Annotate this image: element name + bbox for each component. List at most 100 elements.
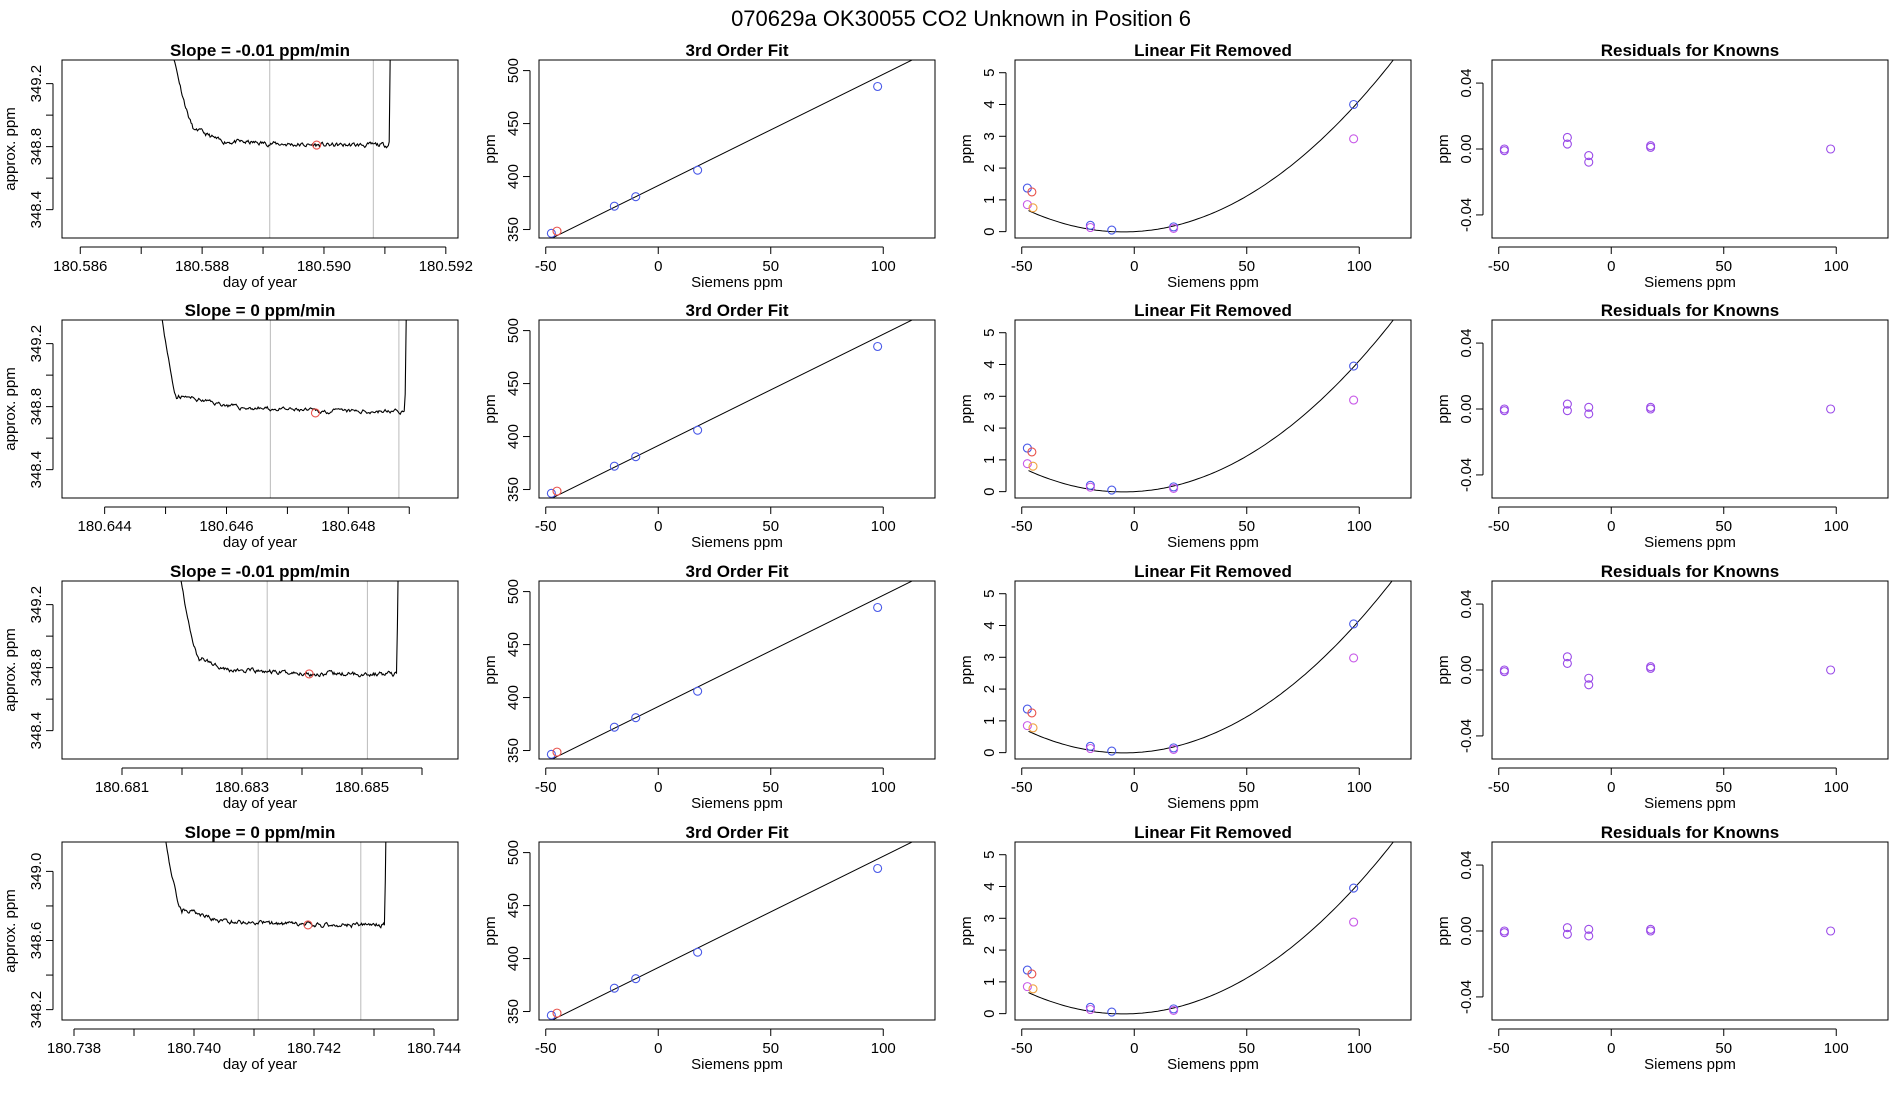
x-axis-label: Siemens ppm — [1644, 795, 1736, 812]
x-tick-label: 50 — [1238, 1040, 1255, 1057]
plot-frame — [61, 59, 459, 239]
x-tick-label: 180.681 — [95, 779, 149, 796]
panel-grid: Slope = -0.01 ppm/min 180.586 180.588 180.5… — [2, 41, 1889, 1073]
y-tick-label: 350 — [505, 738, 522, 763]
data-point — [1349, 99, 1359, 110]
y-tick-label: 350 — [505, 217, 522, 242]
fit-panel-row-3: 3rd Order Fit -50 0 50 100 Siemens ppm 350 400 4… — [482, 562, 936, 812]
y-tick-label: 348.4 — [28, 191, 45, 229]
data-point — [1085, 220, 1095, 230]
data-point — [1349, 361, 1359, 371]
data-point — [1646, 141, 1656, 151]
x-tick-label: 0 — [1607, 779, 1615, 796]
data-point — [1562, 929, 1572, 939]
y-tick-label: 2 — [981, 164, 998, 172]
data-point — [693, 425, 703, 435]
data-point — [1027, 447, 1037, 457]
plot-area — [1022, 320, 1394, 495]
data-point — [1562, 399, 1572, 409]
x-tick-label: 180.646 — [199, 518, 253, 535]
x-tick-label: 180.592 — [419, 258, 473, 275]
y-tick-label: 1 — [981, 717, 998, 725]
panel-title: Residuals for Knowns — [1601, 301, 1780, 320]
x-tick-label: 50 — [1715, 518, 1732, 535]
y-tick-label: 500 — [505, 840, 522, 865]
y-axis-label: ppm — [482, 134, 499, 163]
x-tick-label: 100 — [871, 1040, 896, 1057]
fit-curve — [1028, 60, 1394, 233]
panel-title: 3rd Order Fit — [686, 41, 789, 60]
panel-title: Slope = -0.01 ppm/min — [170, 41, 350, 60]
y-tick-label: 400 — [505, 685, 522, 710]
mean-marker — [312, 140, 322, 150]
panel-title: 3rd Order Fit — [686, 301, 789, 320]
x-tick-label: -50 — [535, 518, 557, 535]
y-tick-label: 2 — [981, 424, 998, 432]
x-tick-label: 100 — [1347, 1040, 1372, 1057]
panel-title: Residuals for Knowns — [1601, 562, 1780, 581]
x-axis-label: day of year — [223, 795, 297, 812]
fit-line — [551, 581, 914, 759]
y-tick-label: 348.2 — [28, 991, 45, 1029]
data-point — [1584, 151, 1594, 161]
y-tick-label: 3 — [981, 914, 998, 922]
concentration-trace — [180, 581, 399, 678]
data-point — [546, 488, 556, 498]
data-point — [1584, 924, 1594, 934]
y-tick-label: 2 — [981, 946, 998, 954]
y-tick-label: 5 — [981, 590, 998, 598]
y-tick-label: 400 — [505, 424, 522, 449]
data-point — [1584, 409, 1594, 419]
y-tick-label: 450 — [505, 893, 522, 918]
y-axis-label: ppm — [1435, 134, 1452, 163]
y-tick-label: 0 — [981, 748, 998, 756]
x-tick-label: 100 — [871, 779, 896, 796]
data-point — [1107, 485, 1117, 495]
y-tick-label: 500 — [505, 318, 522, 343]
data-point — [1826, 144, 1836, 154]
x-tick-label: -50 — [1011, 1040, 1033, 1057]
plot-area — [1499, 923, 1836, 941]
y-tick-label: 3 — [981, 132, 998, 140]
x-tick-label: 50 — [1238, 518, 1255, 535]
data-point — [1584, 680, 1594, 690]
data-point — [1349, 917, 1359, 927]
data-point — [1562, 923, 1572, 933]
data-point — [1826, 404, 1836, 414]
data-point — [631, 713, 641, 723]
plot-frame — [1491, 319, 1889, 499]
y-tick-label: 3 — [981, 392, 998, 400]
y-axis-label: ppm — [958, 916, 975, 945]
y-tick-label: 4 — [981, 621, 998, 629]
lin-panel-row-1: Linear Fit Removed -50 0 50 100 Siemens ppm 0 1… — [958, 41, 1412, 291]
y-axis-label: approx. ppm — [2, 367, 19, 450]
x-tick-label: -50 — [1011, 518, 1033, 535]
data-point — [1349, 395, 1359, 405]
panel-title: 3rd Order Fit — [686, 562, 789, 581]
x-tick-label: -50 — [1011, 258, 1033, 275]
panel-title: Linear Fit Removed — [1134, 823, 1292, 842]
x-tick-label: 180.644 — [78, 518, 132, 535]
y-tick-label: 348.6 — [28, 922, 45, 960]
y-tick-label: 5 — [981, 851, 998, 859]
x-tick-label: 100 — [871, 518, 896, 535]
data-point — [1499, 667, 1509, 677]
x-tick-label: 0 — [1130, 779, 1138, 796]
fit-line — [551, 320, 914, 498]
data-point — [873, 863, 883, 874]
mean-marker — [310, 408, 320, 418]
x-axis-label: Siemens ppm — [1167, 274, 1259, 291]
data-point — [1022, 459, 1032, 469]
data-point — [1169, 223, 1179, 234]
y-tick-label: 348.8 — [28, 649, 45, 687]
data-point — [609, 461, 619, 471]
y-tick-label: 0.00 — [1458, 394, 1475, 423]
y-tick-label: 400 — [505, 164, 522, 189]
x-tick-label: -50 — [535, 779, 557, 796]
fit-panel-row-1: 3rd Order Fit -50 0 50 100 Siemens ppm 350 400 4… — [482, 41, 936, 291]
plot-frame — [61, 580, 459, 760]
x-tick-label: 0 — [1130, 1040, 1138, 1057]
y-tick-label: 450 — [505, 111, 522, 136]
x-tick-label: 100 — [1347, 258, 1372, 275]
